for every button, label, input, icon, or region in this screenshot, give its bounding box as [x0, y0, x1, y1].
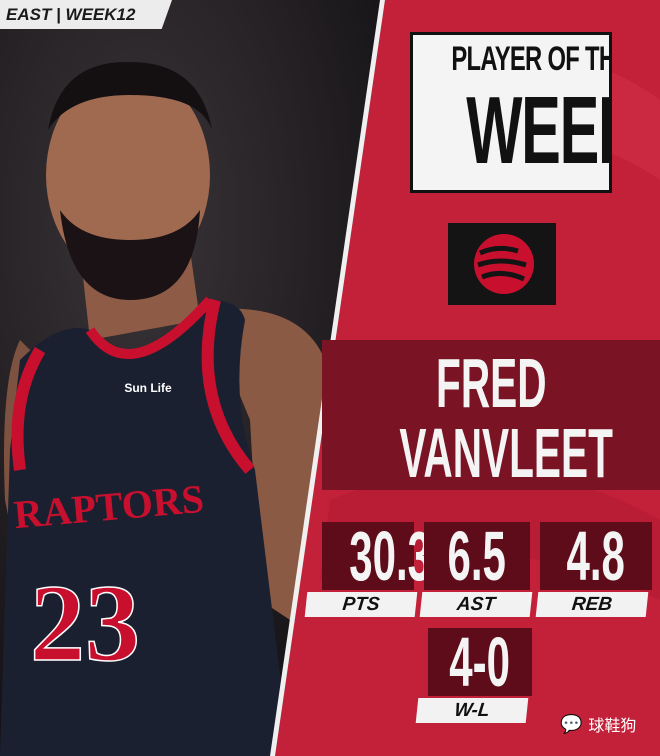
stat-ast-value: 6.5 [424, 521, 530, 591]
stat-ast-label: AST [419, 592, 533, 617]
watermark: 💬 球鞋狗 [560, 712, 636, 736]
record-value: 4-0 [428, 627, 532, 697]
record-label: W-L [415, 698, 529, 723]
jersey-number: 23 [30, 562, 140, 684]
title-line2: WEEK [466, 77, 609, 184]
watermark-text: 球鞋狗 [588, 716, 637, 735]
wechat-icon: 💬 [560, 713, 583, 735]
player-last-name: VANVLEET [399, 414, 613, 492]
title-line1: PLAYER OF THE [451, 40, 609, 78]
stat-reb-value: 4.8 [540, 521, 652, 591]
conference-week-tag: EAST | WEEK12 [0, 0, 172, 29]
name-band [322, 340, 660, 490]
player-first-name: FRED [435, 344, 547, 422]
stat-pts-label: PTS [304, 592, 418, 617]
raptors-logo-icon [448, 223, 556, 305]
stat-reb-label: REB [535, 592, 649, 617]
player-of-the-week-title: PLAYER OF THE WEEK [410, 32, 612, 193]
jersey-sponsor: Sun Life [124, 381, 172, 395]
stat-pts-value: 30.3 [322, 521, 431, 591]
